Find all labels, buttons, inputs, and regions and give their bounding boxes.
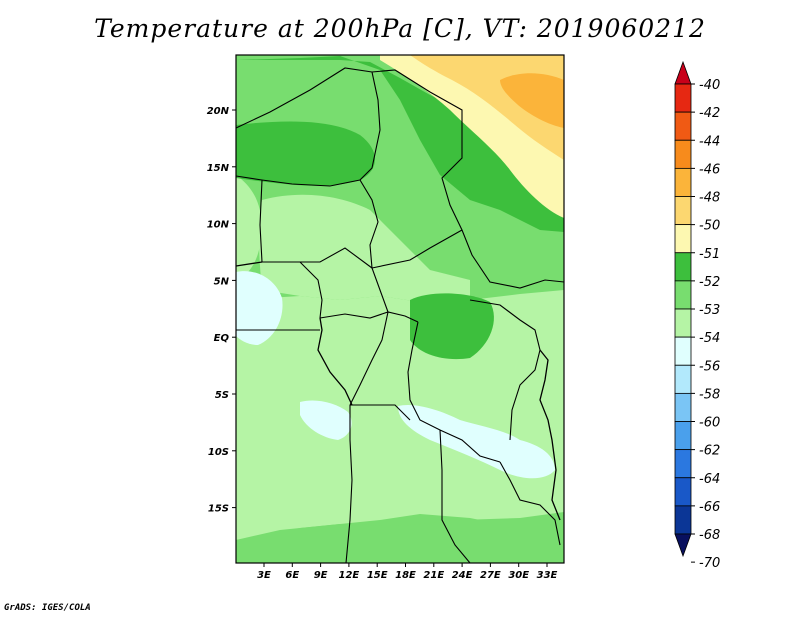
longitude-axis: 3E 6E 9E 12E 15E 18E 21E 24E 27E 30E 33E	[257, 563, 558, 581]
region-minus52-north	[236, 56, 564, 232]
colorbar-label: -60	[699, 416, 720, 431]
region-minus52-south	[236, 512, 564, 563]
colorbar: -40 -42 -44 -46 -48 -50 -51 -52 -53 -54 -56 -58 -60 -…	[674, 60, 720, 571]
coast-lines	[236, 261, 561, 521]
region-minus52-east	[410, 293, 494, 360]
map-title: Temperature at 200hPa [C], VT: 201906021…	[94, 14, 706, 43]
lat-tick-label: 5N	[214, 276, 230, 287]
border-lines	[236, 67, 564, 563]
colorbar-swatch	[674, 449, 692, 479]
colorbar-label: -66	[699, 500, 720, 515]
colorbar-label: -50	[699, 219, 720, 234]
lon-tick-label: 30E	[508, 570, 529, 581]
region-minus54-center	[300, 400, 352, 440]
colorbar-swatch	[674, 308, 692, 338]
colorbar-swatch	[674, 505, 692, 535]
colorbar-label: -56	[699, 359, 720, 374]
colorbar-label: -46	[699, 162, 720, 177]
colorbar-label: -54	[699, 331, 720, 346]
lon-tick-label: 21E	[423, 570, 444, 581]
colorbar-swatch	[674, 421, 692, 451]
colorbar-bottom-triangle	[674, 533, 692, 558]
colorbar-label: -58	[699, 387, 720, 402]
lon-tick-label: 12E	[339, 570, 360, 581]
lon-tick-label: 3E	[257, 570, 271, 581]
region-minus52-center	[236, 121, 375, 186]
colorbar-top-triangle	[674, 60, 692, 85]
country-borders	[236, 67, 564, 563]
region-minus48	[500, 73, 564, 128]
colorbar-swatch	[674, 364, 692, 394]
lat-tick-label: 5S	[215, 390, 229, 401]
colorbar-swatch	[674, 139, 692, 169]
lon-tick-label: 15E	[367, 570, 388, 581]
colorbar-label: -48	[699, 191, 720, 206]
colorbar-swatch	[674, 111, 692, 141]
lat-tick-label: 10N	[207, 220, 230, 231]
lon-tick-label: 9E	[314, 570, 328, 581]
colorbar-swatch	[674, 336, 692, 366]
lon-tick-label: 24E	[452, 570, 473, 581]
colorbar-label: -64	[699, 472, 720, 487]
colorbar-swatch	[674, 83, 692, 113]
colorbar-label: -62	[699, 444, 720, 459]
colorbar-label: -51	[699, 247, 720, 262]
colorbar-label: -70	[699, 556, 720, 571]
lat-tick-label: EQ	[214, 333, 230, 344]
region-minus54-east	[398, 404, 555, 479]
colorbar-label: -68	[699, 528, 720, 543]
temperature-field	[236, 55, 564, 563]
region-minus54-west	[236, 271, 283, 345]
region-minus53-north	[259, 194, 470, 302]
colorbar-swatch	[674, 196, 692, 226]
colorbar-swatch	[674, 280, 692, 310]
grads-credit: GrADS: IGES/COLA	[4, 603, 91, 613]
colorbar-label: -42	[699, 106, 720, 121]
colorbar-swatch	[674, 224, 692, 254]
colorbar-swatch	[674, 477, 692, 507]
colorbar-label: -52	[699, 275, 720, 290]
colorbar-label: -40	[699, 78, 720, 93]
lon-tick-label: 6E	[285, 570, 299, 581]
colorbar-label: -44	[699, 134, 720, 149]
lat-tick-label: 15N	[207, 163, 230, 174]
colorbar-swatch	[674, 167, 692, 197]
lat-tick-label: 10S	[208, 447, 229, 458]
latitude-axis: 20N 15N 10N 5N EQ 5S 10S 15S	[207, 106, 236, 515]
lat-tick-label: 20N	[207, 106, 230, 117]
lon-tick-label: 27E	[480, 570, 501, 581]
colorbar-swatch	[674, 252, 692, 282]
colorbar-label: -53	[699, 303, 720, 318]
lon-tick-label: 33E	[537, 570, 558, 581]
lon-tick-label: 18E	[395, 570, 416, 581]
map-frame	[235, 54, 565, 564]
colorbar-swatch	[674, 392, 692, 422]
lat-tick-label: 15S	[208, 504, 229, 515]
